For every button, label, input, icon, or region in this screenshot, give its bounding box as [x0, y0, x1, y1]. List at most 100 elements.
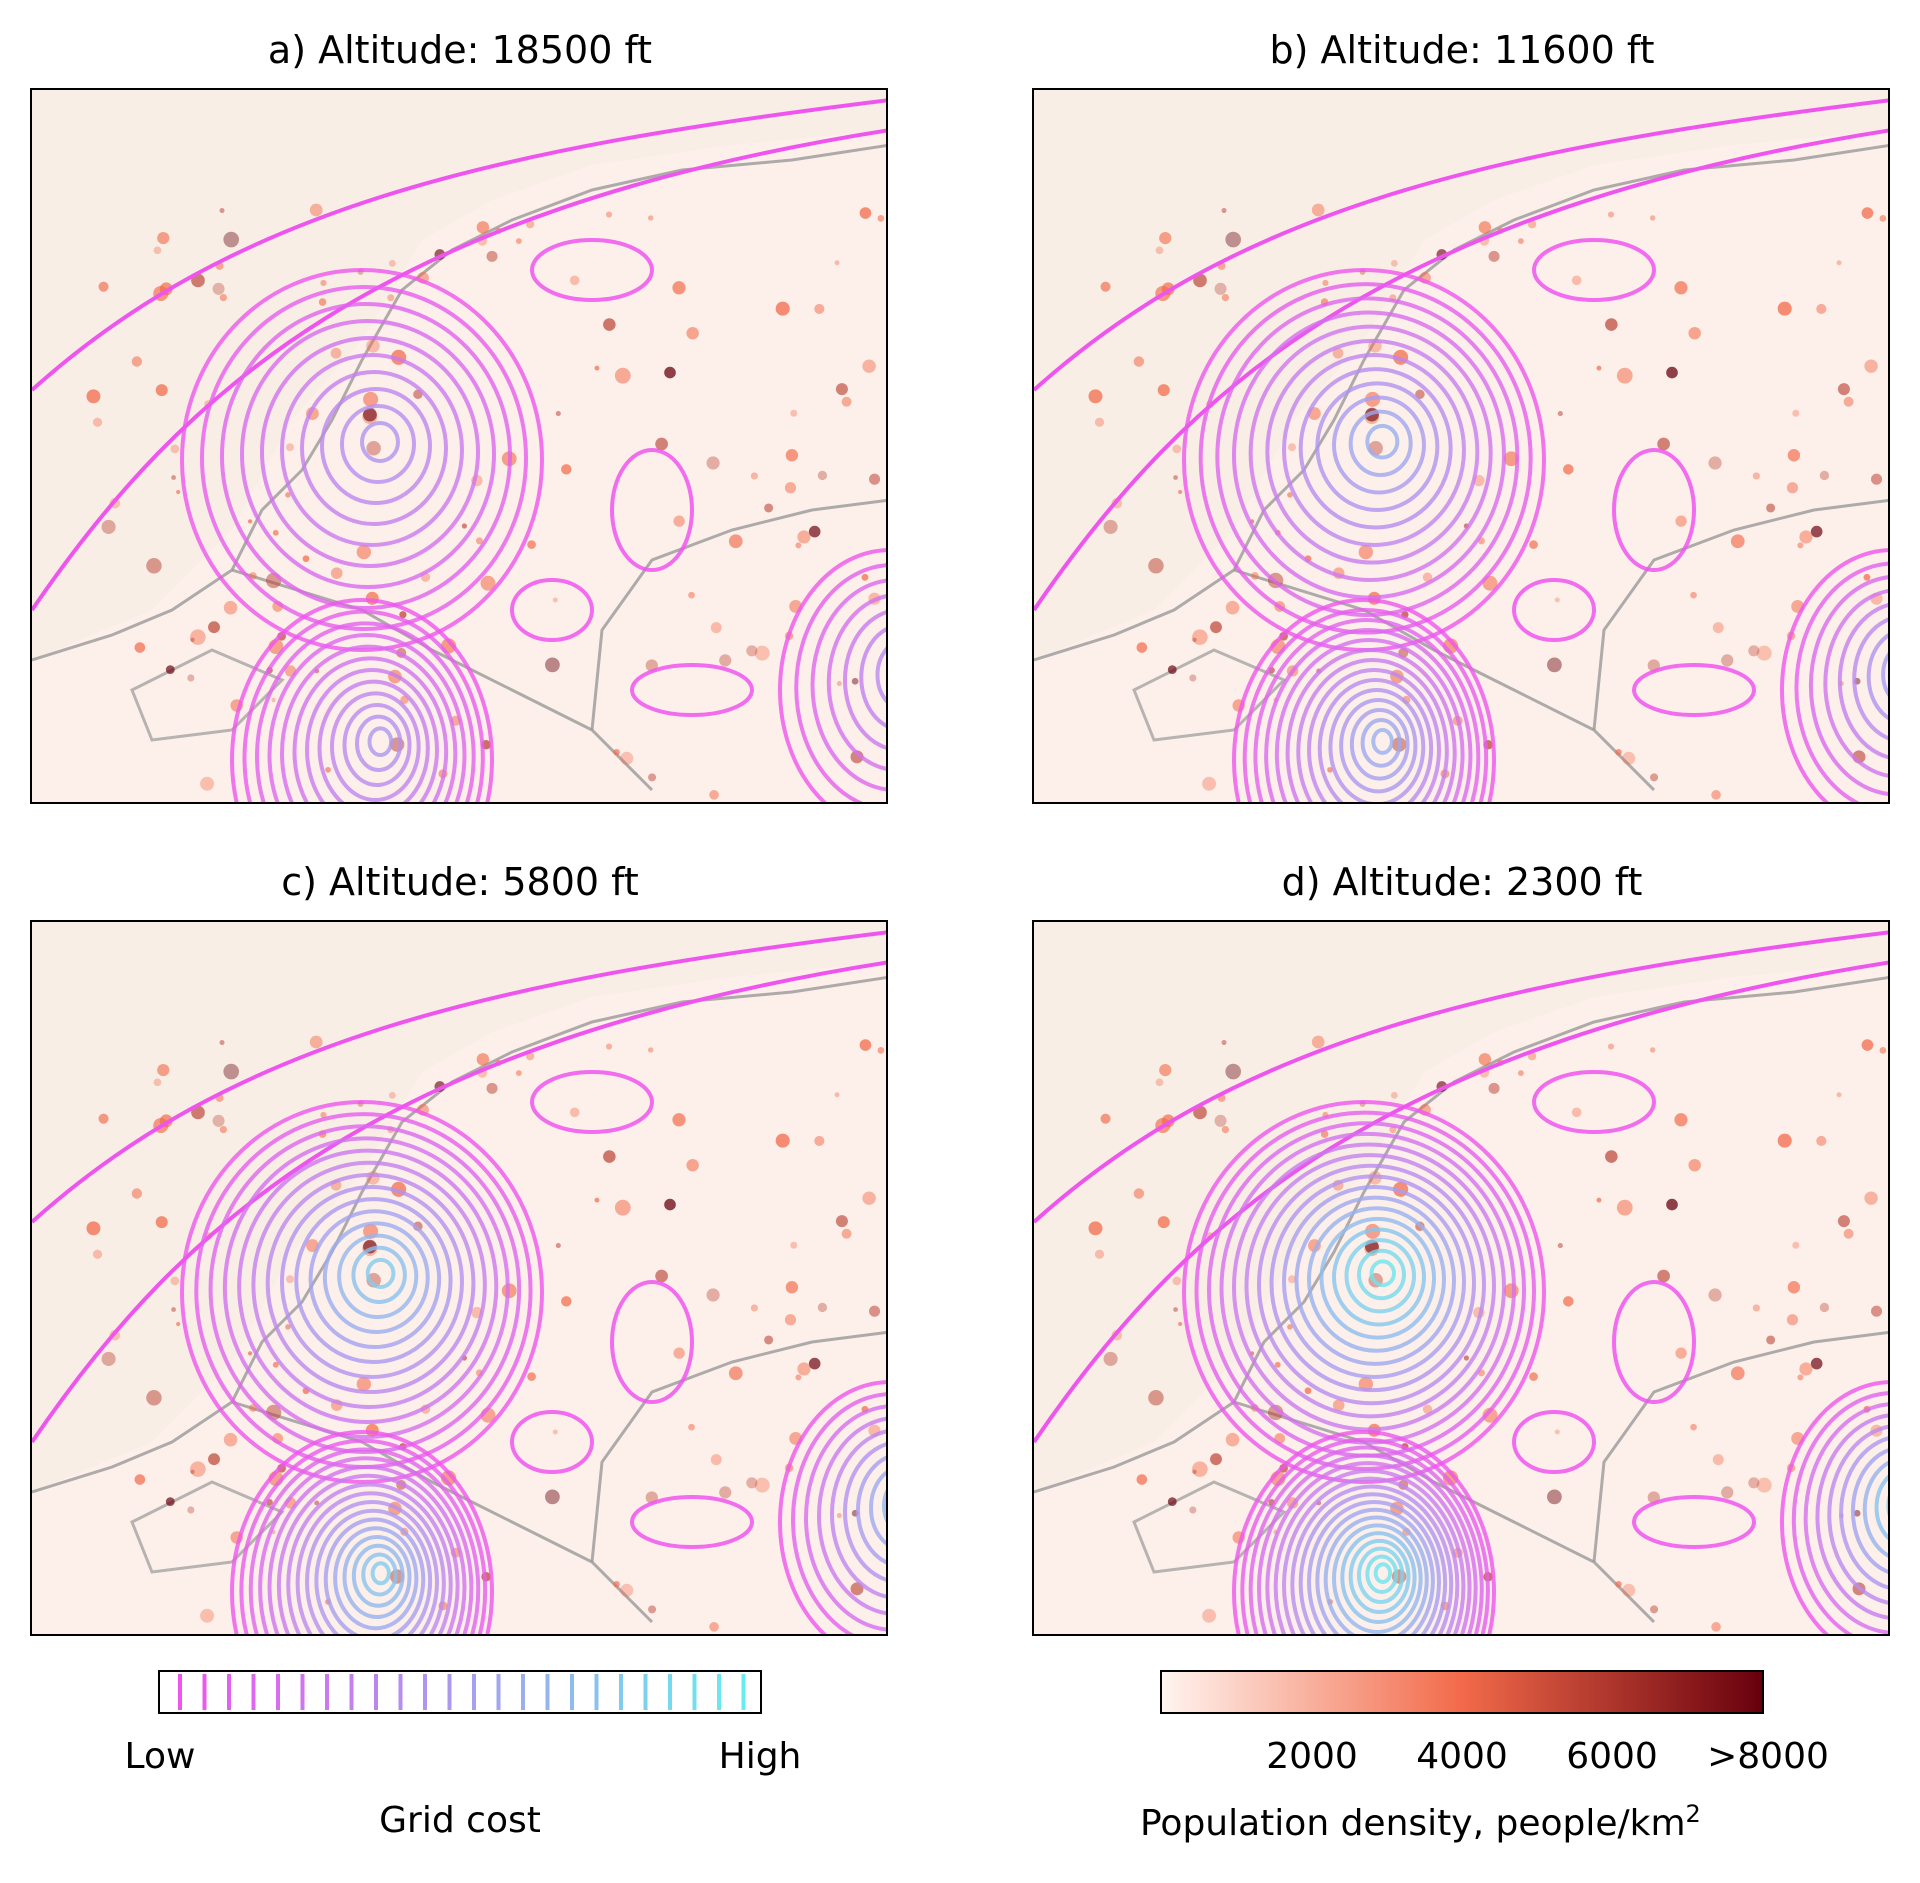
population-density-dot: [176, 489, 181, 495]
population-density-dot: [672, 1113, 686, 1127]
population-density-dot: [1422, 572, 1433, 582]
population-density-dot: [1202, 776, 1217, 791]
population-density-dot: [101, 519, 116, 534]
population-density-dot: [877, 215, 885, 222]
grid-cost-contour: [305, 668, 439, 802]
grid-cost-contour: [237, 1148, 499, 1424]
population-density-dot: [153, 246, 162, 255]
grid-cost-contour: [280, 353, 464, 547]
population-density-dot: [247, 519, 253, 524]
population-density-dot: [850, 1582, 864, 1596]
population-density-dot: [746, 645, 758, 657]
population-density-dot: [808, 1357, 821, 1370]
population-density-dot: [1756, 1477, 1772, 1493]
grid-cost-contour: [230, 598, 494, 802]
population-density-dot: [672, 281, 686, 295]
grid-cost-contour: [1827, 1424, 1888, 1605]
grid-cost-contour: [1360, 718, 1402, 768]
grid-cost-contour: [351, 1543, 405, 1608]
population-density-dot: [1287, 492, 1293, 498]
population-density-dot: [1173, 475, 1178, 480]
population-density-dot: [1214, 1114, 1227, 1127]
grid-cost-contour: [1612, 1280, 1696, 1404]
population-density-dot: [1879, 1047, 1887, 1054]
population-density-dot: [171, 475, 176, 480]
population-density-dot: [1221, 293, 1230, 302]
grid-cost-contour: [859, 627, 886, 728]
grid-cost-contour: [1357, 1248, 1406, 1301]
population-density-dot: [728, 1366, 743, 1381]
population-density-dot: [98, 1113, 109, 1124]
map-c-svg: [32, 930, 886, 1634]
grid-cost-contour: [1850, 1448, 1888, 1574]
population-density-dot: [1861, 1039, 1874, 1051]
grid-cost-contour: [323, 1517, 426, 1634]
population-density-dot: [1173, 1307, 1178, 1312]
population-density-dot: [1792, 409, 1800, 417]
population-density-dot: [552, 1429, 558, 1435]
population-density-dot: [212, 1114, 225, 1127]
population-density-dot: [1202, 1608, 1217, 1623]
population-density-dot: [764, 503, 774, 513]
population-density-dot: [157, 232, 170, 245]
population-density-dot: [1221, 1125, 1230, 1134]
grid-cost-contour: [1315, 1507, 1435, 1634]
grid-cost-contour: [1373, 1562, 1393, 1584]
population-density-dot: [1712, 622, 1724, 634]
population-density-dot: [859, 1039, 872, 1051]
grid-cost-contour: [1328, 688, 1426, 802]
map-panel-d: [1032, 920, 1890, 1636]
population-density-dot: [1389, 1126, 1397, 1134]
population-density-dot: [1571, 275, 1582, 286]
grid-cost-contour: [251, 1160, 487, 1410]
population-density-dot: [797, 1362, 811, 1376]
population-density-dot: [1503, 451, 1519, 467]
population-density-dot: [1777, 1133, 1792, 1148]
grid-cost-contour: [530, 1070, 654, 1134]
population-density-dot: [330, 347, 342, 359]
population-density-dot: [1596, 1197, 1602, 1203]
grid-cost-contour: [255, 621, 476, 802]
population-density-dot: [155, 1216, 168, 1229]
population-density-dot: [808, 525, 821, 538]
population-density-dot: [1478, 1053, 1492, 1066]
population-density-dot: [1488, 1082, 1500, 1094]
population-density-dot: [710, 1454, 722, 1466]
population-density-dot: [480, 575, 496, 591]
grid-cost-contour: [1371, 728, 1394, 755]
population-density-dot: [1864, 1191, 1878, 1205]
grid-cost-contour: [794, 563, 886, 802]
grid-cost-contour: [1348, 1538, 1411, 1615]
grid-cost-contour: [1319, 1216, 1436, 1340]
grid-cost-contour: [180, 268, 544, 652]
grid-cost-contour: [1194, 1110, 1536, 1471]
grid-cost-contour: [342, 1535, 412, 1619]
population-density-dot: [555, 411, 561, 417]
grid-cost-contour: [365, 1257, 396, 1289]
grid-cost-contour: [817, 1416, 886, 1616]
coastline: [32, 144, 886, 662]
map-panel-a: [30, 88, 888, 804]
grid-cost-contour: [322, 1221, 430, 1335]
map-b-svg: [1034, 98, 1888, 802]
grid-cost-contour: [869, 1470, 886, 1546]
population-density-dot: [1100, 1113, 1111, 1124]
grid-cost-contour: [882, 1489, 886, 1523]
population-density-dot: [869, 473, 881, 485]
population-density-dot: [1766, 1335, 1776, 1345]
grid-cost-contour: [1307, 1206, 1446, 1353]
population-density-dot: [1155, 246, 1164, 255]
population-density-dot: [785, 449, 799, 462]
population-density-dot: [1787, 449, 1801, 462]
population-density-dot: [1133, 356, 1145, 367]
population-density-dot: [648, 1605, 657, 1614]
population-density-dot: [710, 622, 722, 634]
population-density-dot: [134, 1474, 146, 1485]
population-density-dot: [664, 366, 676, 379]
grid-cost-contour: [610, 448, 694, 572]
population-density-dot: [1649, 215, 1656, 221]
population-density-dot: [1478, 221, 1492, 234]
population-density-dot: [552, 597, 558, 603]
map-a-svg: [32, 98, 886, 802]
grid-cost-contour: [294, 1197, 453, 1365]
